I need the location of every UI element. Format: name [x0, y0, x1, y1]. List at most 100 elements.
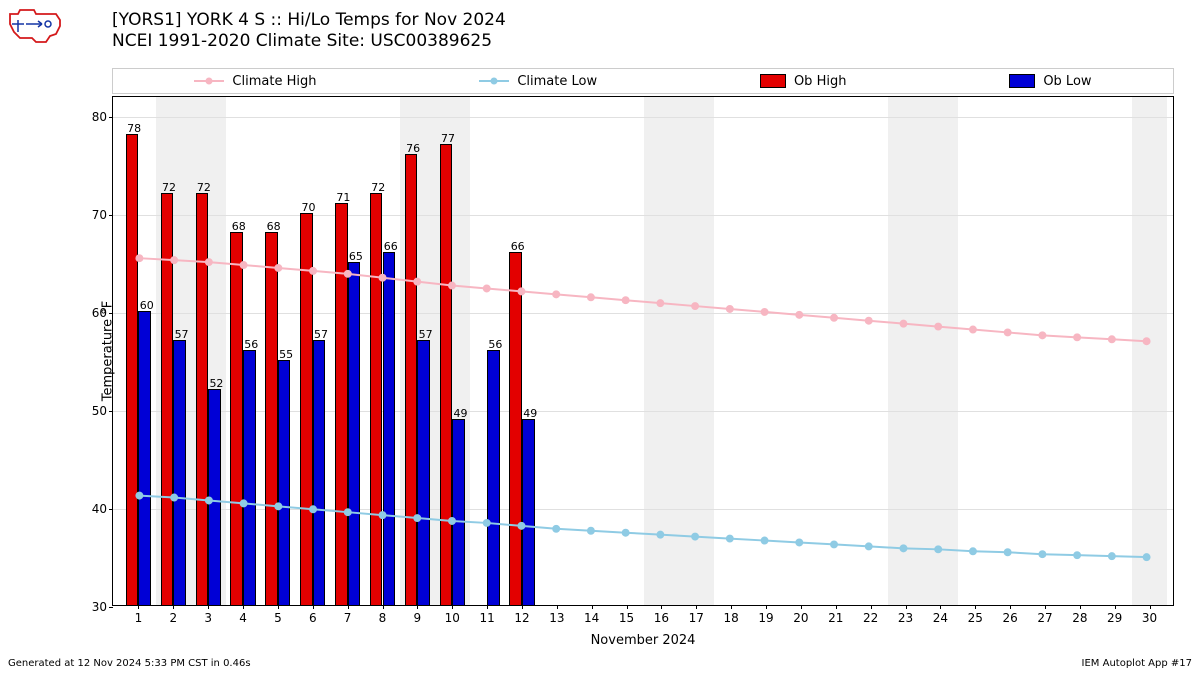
weekend-band	[679, 97, 714, 605]
xtick-label: 14	[584, 611, 599, 625]
chart-title-block: [YORS1] YORK 4 S :: Hi/Lo Temps for Nov …	[112, 10, 506, 53]
xtick-mark	[592, 605, 593, 609]
climate-low-line-marker	[831, 541, 838, 548]
chart-plot-area: Temperature °F November 2024 30405060708…	[112, 96, 1174, 606]
xtick-mark	[208, 605, 209, 609]
xtick-label: 11	[479, 611, 494, 625]
ob-high-bar-label: 72	[162, 181, 176, 194]
ob-high-bar	[440, 144, 453, 605]
climate-high-line-marker	[483, 285, 490, 292]
chart-title-line2: NCEI 1991-2020 Climate Site: USC00389625	[112, 31, 506, 52]
ytick-mark	[109, 509, 113, 510]
ob-low-bar	[208, 389, 221, 605]
ob-high-bar-label: 72	[197, 181, 211, 194]
ytick-mark	[109, 607, 113, 608]
legend-ob-low: Ob Low	[1009, 74, 1091, 89]
climate-low-line-marker	[1108, 553, 1115, 560]
xtick-mark	[452, 605, 453, 609]
ob-low-bar-label: 60	[140, 299, 154, 312]
xtick-mark	[383, 605, 384, 609]
climate-high-line-marker	[1074, 334, 1081, 341]
weekend-band	[888, 97, 923, 605]
xtick-label: 26	[1002, 611, 1017, 625]
ytick-label: 50	[92, 404, 107, 418]
xtick-label: 21	[828, 611, 843, 625]
ytick-label: 40	[92, 502, 107, 516]
climate-low-line-marker	[761, 537, 768, 544]
ob-low-bar	[348, 262, 361, 605]
legend-label-climate-high: Climate High	[232, 74, 316, 89]
weekend-band	[1132, 97, 1167, 605]
ob-high-bar	[300, 213, 313, 605]
xtick-label: 24	[933, 611, 948, 625]
xtick-mark	[487, 605, 488, 609]
iem-logo	[6, 6, 64, 46]
xtick-mark	[731, 605, 732, 609]
xtick-label: 25	[968, 611, 983, 625]
xtick-label: 18	[724, 611, 739, 625]
xtick-mark	[975, 605, 976, 609]
climate-high-line-marker	[553, 291, 560, 298]
xtick-mark	[557, 605, 558, 609]
ob-low-bar	[487, 350, 500, 605]
footer-app-text: IEM Autoplot App #17	[1082, 658, 1192, 669]
xtick-label: 20	[793, 611, 808, 625]
ob-low-bar-label: 56	[488, 338, 502, 351]
ytick-mark	[109, 215, 113, 216]
legend-label-ob-high: Ob High	[794, 74, 847, 89]
ob-high-bar	[265, 232, 278, 605]
xtick-mark	[940, 605, 941, 609]
ob-high-bar	[196, 193, 209, 605]
ytick-mark	[109, 313, 113, 314]
xtick-label: 23	[898, 611, 913, 625]
ob-high-bar	[405, 154, 418, 605]
climate-high-line-marker	[587, 294, 594, 301]
ob-low-bar	[417, 340, 430, 605]
xtick-label: 10	[445, 611, 460, 625]
climate-high-line-marker	[1039, 332, 1046, 339]
xtick-label: 17	[689, 611, 704, 625]
legend-climate-high: Climate High	[194, 74, 316, 89]
climate-low-line-marker	[1074, 552, 1081, 559]
ob-low-bar-label: 52	[209, 377, 223, 390]
ob-high-bar-label: 70	[301, 201, 315, 214]
climate-low-line-marker	[969, 548, 976, 555]
xtick-label: 19	[758, 611, 773, 625]
ytick-label: 80	[92, 110, 107, 124]
xtick-label: 6	[309, 611, 317, 625]
climate-high-line-marker	[865, 317, 872, 324]
ob-low-bar-label: 57	[175, 328, 189, 341]
xtick-label: 7	[344, 611, 352, 625]
x-axis-label: November 2024	[591, 633, 696, 648]
xtick-mark	[836, 605, 837, 609]
ob-low-bar-label: 49	[454, 407, 468, 420]
ob-low-bar	[522, 419, 535, 605]
weekend-band	[644, 97, 679, 605]
gridline	[113, 117, 1173, 118]
ob-low-bar	[138, 311, 151, 605]
ob-high-bar	[230, 232, 243, 605]
ob-high-bar	[161, 193, 174, 605]
xtick-mark	[313, 605, 314, 609]
climate-low-line-marker	[587, 527, 594, 534]
xtick-mark	[906, 605, 907, 609]
xtick-label: 22	[863, 611, 878, 625]
xtick-mark	[627, 605, 628, 609]
ob-high-bar-label: 78	[127, 122, 141, 135]
ob-low-bar	[383, 252, 396, 605]
xtick-mark	[766, 605, 767, 609]
climate-low-line-marker	[1004, 549, 1011, 556]
climate-high-line	[139, 258, 1146, 341]
ob-low-bar-label: 55	[279, 348, 293, 361]
xtick-mark	[1080, 605, 1081, 609]
ytick-label: 30	[92, 600, 107, 614]
ob-high-bar-label: 72	[371, 181, 385, 194]
ob-low-bar-label: 49	[523, 407, 537, 420]
xtick-mark	[1115, 605, 1116, 609]
xtick-label: 9	[414, 611, 422, 625]
ob-high-bar	[126, 134, 139, 605]
ob-high-bar	[335, 203, 348, 605]
footer-generated-text: Generated at 12 Nov 2024 5:33 PM CST in …	[8, 658, 251, 669]
climate-low-line-marker	[622, 529, 629, 536]
legend-climate-low: Climate Low	[479, 74, 597, 89]
